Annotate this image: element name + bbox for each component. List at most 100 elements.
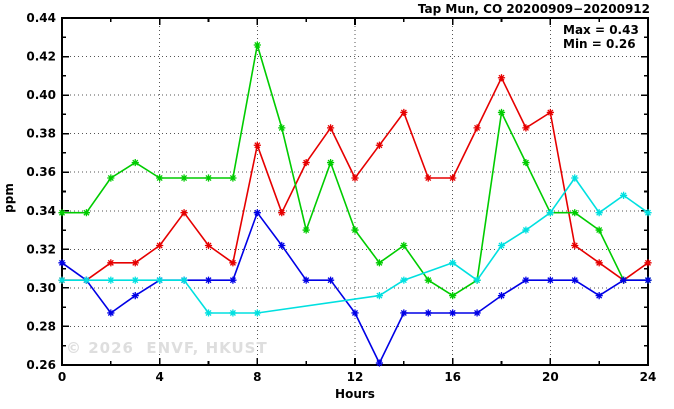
data-point-marker-day-1-red: [644, 259, 652, 267]
y-tick-label: 0.40: [26, 88, 56, 102]
data-point-marker-day-2-green: [522, 158, 530, 167]
data-point-marker-day-2-green: [253, 41, 261, 49]
data-point-marker-day-4-cyan: [473, 276, 481, 284]
data-point-marker-day-2-green: [497, 108, 506, 117]
data-point-marker-day-3-blue: [253, 209, 261, 217]
y-tick-label: 0.44: [26, 11, 56, 25]
y-axis-title: ppm: [2, 183, 16, 213]
data-point-marker-day-2-green: [400, 241, 408, 250]
data-point-marker-day-4-cyan: [229, 309, 237, 317]
data-point-marker-day-4-cyan: [497, 241, 506, 250]
y-tick-label: 0.26: [26, 358, 56, 372]
x-tick-label: 4: [155, 370, 163, 384]
data-point-marker-day-1-red: [375, 141, 384, 149]
plot-frame: [61, 17, 649, 366]
data-point-marker-day-2-green: [180, 174, 188, 182]
data-point-marker-day-2-green: [58, 209, 66, 217]
data-point-marker-day-3-blue: [619, 276, 628, 284]
data-point-marker-day-2-green: [229, 174, 237, 182]
data-point-marker-day-2-green: [107, 174, 115, 182]
data-point-marker-day-1-red: [326, 124, 335, 132]
data-point-marker-day-4-cyan: [546, 209, 554, 217]
data-point-marker-day-1-red: [473, 124, 481, 132]
data-point-marker-day-1-red: [571, 241, 579, 250]
data-point-marker-day-1-red: [449, 174, 457, 182]
x-tick-label: 8: [253, 370, 261, 384]
series-line-day-4-cyan: [62, 177, 649, 314]
data-point-marker-day-2-green: [595, 226, 603, 234]
x-tick-label: 24: [640, 370, 657, 384]
data-point-marker-day-3-blue: [424, 309, 432, 317]
x-axis-title: Hours: [335, 387, 375, 401]
data-point-marker-day-3-blue: [473, 309, 481, 317]
data-point-marker-day-1-red: [107, 259, 115, 267]
y-tick-label: 0.28: [26, 319, 56, 333]
data-point-marker-day-3-blue: [644, 276, 652, 284]
y-tick-label: 0.30: [26, 281, 56, 295]
chart-title: Tap Mun, CO 20200909−20200912: [417, 2, 650, 16]
data-point-marker-day-2-green: [204, 174, 213, 182]
data-point-marker-day-4-cyan: [400, 276, 408, 284]
data-point-marker-day-3-blue: [522, 276, 530, 284]
data-point-marker-day-4-cyan: [375, 292, 384, 300]
data-point-marker-day-1-red: [278, 209, 286, 217]
x-tick-label: 0: [58, 370, 66, 384]
y-tick-label: 0.36: [26, 165, 56, 179]
data-point-marker-day-3-blue: [107, 309, 115, 317]
y-tick-label: 0.34: [26, 204, 56, 218]
data-point-marker-day-3-blue: [571, 276, 579, 284]
data-point-marker-day-3-blue: [400, 309, 408, 317]
data-point-marker-day-1-red: [253, 141, 261, 149]
data-point-marker-day-1-red: [351, 174, 359, 182]
data-point-marker-day-4-cyan: [58, 276, 66, 284]
data-point-marker-day-4-cyan: [449, 259, 457, 267]
data-point-marker-day-2-green: [351, 226, 359, 234]
data-point-marker-day-3-blue: [278, 241, 286, 250]
data-point-marker-day-1-red: [595, 259, 603, 267]
data-point-marker-day-3-blue: [546, 276, 554, 284]
data-point-marker-day-2-green: [326, 158, 335, 167]
y-tick-label: 0.32: [26, 242, 56, 256]
data-point-marker-day-1-red: [546, 108, 554, 117]
min-value-label: Min = 0.26: [563, 37, 636, 51]
y-tick-label: 0.38: [26, 127, 56, 141]
x-tick-label: 20: [542, 370, 559, 384]
data-point-marker-day-4-cyan: [522, 226, 530, 234]
data-point-marker-day-2-green: [278, 124, 286, 132]
data-point-marker-day-1-red: [229, 259, 237, 267]
data-point-marker-day-2-green: [302, 226, 310, 234]
data-point-marker-day-1-red: [131, 259, 139, 267]
data-point-marker-day-3-blue: [595, 292, 603, 300]
data-point-marker-day-1-red: [204, 241, 213, 250]
data-point-marker-day-4-cyan: [156, 276, 164, 284]
data-point-marker-day-3-blue: [302, 276, 310, 284]
data-point-marker-day-4-cyan: [180, 276, 188, 284]
watermark: © 2026 ENVF, HKUST: [66, 339, 268, 357]
data-point-marker-day-3-blue: [326, 276, 335, 284]
data-point-marker-day-4-cyan: [571, 174, 579, 182]
data-point-marker-day-2-green: [131, 158, 139, 167]
data-point-marker-day-3-blue: [131, 292, 139, 300]
data-point-marker-day-3-blue: [58, 259, 66, 267]
x-tick-label: 12: [347, 370, 364, 384]
data-point-marker-day-4-cyan: [107, 276, 115, 284]
y-tick-label: 0.42: [26, 50, 56, 64]
data-point-marker-day-4-cyan: [253, 309, 261, 317]
data-point-marker-day-1-red: [424, 174, 432, 182]
data-point-marker-day-4-cyan: [644, 209, 652, 217]
data-point-marker-day-4-cyan: [595, 209, 603, 217]
data-point-marker-day-1-red: [180, 209, 188, 217]
data-point-marker-day-2-green: [449, 292, 457, 300]
data-point-marker-day-3-blue: [229, 276, 237, 284]
max-min-annotation: Max = 0.43 Min = 0.26: [563, 23, 639, 51]
data-point-marker-day-3-blue: [204, 276, 213, 284]
data-point-marker-day-4-cyan: [131, 276, 139, 284]
data-point-marker-day-1-red: [522, 124, 530, 132]
data-point-marker-day-1-red: [302, 158, 310, 167]
data-point-marker-day-2-green: [375, 259, 384, 267]
data-point-marker-day-3-blue: [449, 309, 457, 317]
data-point-marker-day-4-cyan: [619, 191, 628, 199]
data-point-marker-day-1-red: [497, 74, 506, 82]
x-tick-label: 16: [444, 370, 461, 384]
